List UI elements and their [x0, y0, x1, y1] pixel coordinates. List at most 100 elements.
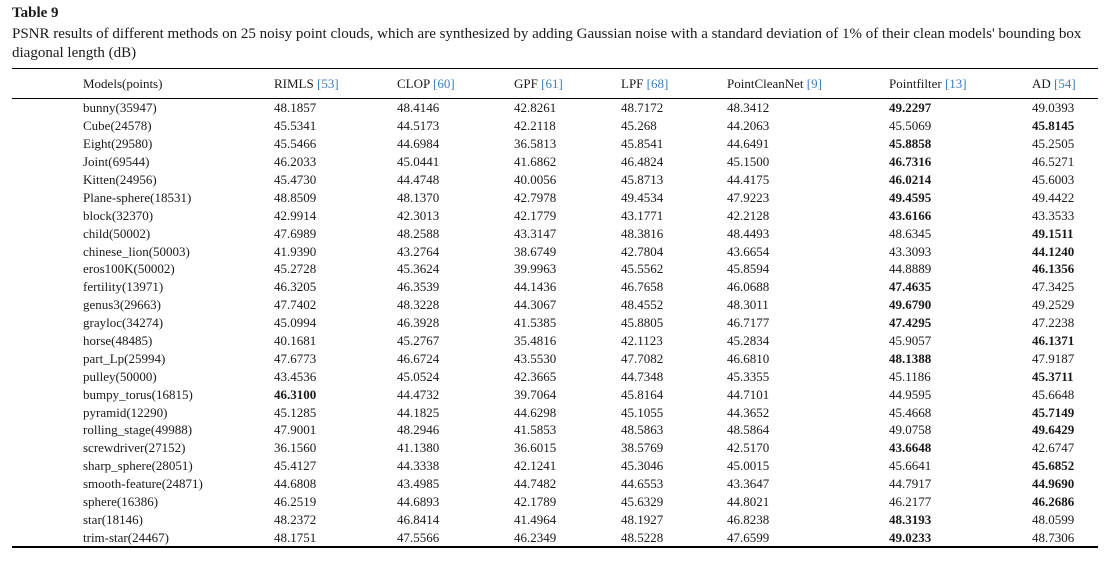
psnr-cell: 44.1825	[397, 404, 440, 420]
table-row: pyramid(12290) 45.1285 44.1825 44.6298 45.10…	[12, 403, 1098, 421]
indent-cell	[12, 332, 83, 350]
psnr-cell: 45.4668	[889, 404, 932, 420]
psnr-cell: 43.3647	[727, 476, 770, 492]
psnr-cell: 46.3928	[397, 315, 440, 331]
column-name: LPF	[621, 75, 647, 91]
model-name-cell: grayloc(34274)	[83, 315, 164, 331]
table-row: trim-star(24467) 48.1751 47.5566 46.2349 48.…	[12, 528, 1098, 549]
table-row: sharp_sphere(28051) 45.4127 44.3338 42.1241…	[12, 457, 1098, 475]
psnr-cell: 42.3013	[397, 207, 440, 223]
psnr-cell: 45.9057	[889, 333, 932, 349]
best-psnr-cell: 45.8858	[889, 136, 932, 152]
best-psnr-cell: 45.7149	[1032, 404, 1075, 420]
best-psnr-cell: 46.0214	[889, 172, 932, 187]
psnr-cell: 46.2033	[274, 154, 317, 170]
psnr-cell: 45.2767	[397, 333, 440, 349]
psnr-cell: 45.8805	[621, 315, 664, 331]
indent-cell	[12, 421, 83, 439]
psnr-cell: 48.4552	[621, 297, 664, 313]
table-label: Table 9	[12, 5, 59, 21]
psnr-results-table: Models(points) RIMLS [53] CLOP [60] GPF [61…	[12, 68, 1098, 549]
psnr-cell: 47.9223	[727, 189, 770, 205]
psnr-cell: 45.4730	[274, 172, 317, 187]
model-name-cell: bumpy_torus(16815)	[83, 386, 193, 402]
column-name: GPF	[514, 75, 542, 91]
psnr-cell: 48.1927	[621, 511, 664, 527]
citation-link[interactable]: [53]	[316, 75, 339, 91]
indent-cell	[12, 224, 83, 242]
header-row: Models(points) RIMLS [53] CLOP [60] GPF [61…	[12, 68, 1098, 99]
model-name-cell: star(18146)	[83, 511, 143, 527]
psnr-cell: 45.2728	[274, 261, 317, 277]
citation-link[interactable]: [68]	[646, 75, 669, 91]
psnr-cell: 45.6003	[1032, 172, 1075, 187]
best-psnr-cell: 46.2686	[1032, 494, 1075, 510]
best-psnr-cell: 43.6648	[889, 440, 932, 456]
psnr-cell: 47.5566	[397, 528, 514, 549]
table-row: bumpy_torus(16815) 46.3100 44.4732 39.7064 4…	[12, 385, 1098, 403]
table-row: sphere(16386) 46.2519 44.6893 42.1789 45.632…	[12, 493, 1098, 511]
psnr-cell: 49.4534	[621, 189, 664, 205]
psnr-cell: 40.0056	[514, 172, 557, 187]
column-header: GPF [61]	[514, 68, 621, 99]
psnr-cell: 38.6749	[514, 243, 557, 259]
best-psnr-cell: 44.1240	[1032, 243, 1075, 259]
best-psnr-cell: 49.0233	[889, 528, 1032, 549]
psnr-cell: 48.7306	[1032, 528, 1098, 549]
psnr-cell: 47.9187	[1032, 350, 1075, 366]
indent-cell	[12, 206, 83, 224]
column-header: LPF [68]	[621, 68, 727, 99]
citation-link[interactable]: [9]	[806, 75, 822, 91]
psnr-cell: 45.0015	[727, 458, 770, 474]
table-row: Cube(24578) 45.5341 44.5173 42.2118 45.268 44…	[12, 117, 1098, 135]
citation-link[interactable]: [61]	[541, 75, 563, 91]
model-name-cell: part_Lp(25994)	[83, 350, 166, 366]
psnr-cell: 44.7101	[727, 386, 770, 402]
psnr-cell: 43.4536	[274, 368, 317, 384]
citation-link[interactable]: [60]	[433, 75, 455, 91]
best-psnr-cell: 48.3193	[889, 511, 932, 527]
model-name-cell: screwdriver(27152)	[83, 440, 186, 456]
psnr-cell: 46.3539	[397, 279, 440, 295]
indent-cell	[12, 510, 83, 528]
citation-link[interactable]: [54]	[1054, 75, 1076, 91]
model-name-cell: genus3(29663)	[83, 297, 161, 313]
psnr-cell: 41.6862	[514, 154, 557, 170]
indent-cell	[12, 385, 83, 403]
citation-link[interactable]: [13]	[944, 75, 967, 91]
best-psnr-cell: 49.1511	[1032, 225, 1074, 241]
best-psnr-cell: 49.6790	[889, 297, 932, 313]
psnr-cell: 44.4175	[727, 172, 770, 187]
best-psnr-cell: 45.3711	[1032, 368, 1074, 384]
psnr-cell: 46.7658	[621, 279, 664, 295]
psnr-cell: 41.4964	[514, 511, 557, 527]
column-name: PointCleanNet	[727, 75, 807, 91]
model-name-cell: smooth-feature(24871)	[83, 476, 203, 492]
psnr-cell: 48.1751	[274, 528, 397, 549]
psnr-cell: 45.6329	[621, 494, 664, 510]
psnr-cell: 45.5562	[621, 261, 664, 277]
best-psnr-cell: 43.6166	[889, 207, 932, 223]
table-row: genus3(29663) 47.7402 48.3228 44.3067 48.455…	[12, 296, 1098, 314]
table-row: Joint(69544) 46.2033 45.0441 41.6862 46.4824…	[12, 153, 1098, 171]
psnr-cell: 41.1380	[397, 440, 440, 456]
psnr-cell: 46.2177	[889, 494, 932, 510]
psnr-cell: 38.5769	[621, 440, 664, 456]
psnr-cell: 45.8594	[727, 261, 770, 277]
psnr-cell: 36.6015	[514, 440, 557, 456]
psnr-cell: 43.6654	[727, 243, 770, 259]
psnr-cell: 41.9390	[274, 243, 317, 259]
table-row: Plane-sphere(18531) 48.8509 48.1370 42.7978…	[12, 188, 1098, 206]
table-row: pulley(50000) 43.4536 45.0524 42.3665 44.734…	[12, 367, 1098, 385]
psnr-cell: 42.1123	[621, 333, 663, 349]
psnr-cell: 42.3665	[514, 368, 557, 384]
psnr-cell: 49.2529	[1032, 297, 1075, 313]
best-psnr-cell: 48.1388	[889, 350, 932, 366]
psnr-cell: 48.5864	[727, 422, 770, 438]
psnr-cell: 43.5530	[514, 350, 557, 366]
table-row: bunny(35947) 48.1857 48.4146 42.8261 48.7172…	[12, 99, 1098, 117]
psnr-cell: 48.3816	[621, 225, 664, 241]
psnr-cell: 44.2063	[727, 118, 770, 134]
psnr-cell: 44.6893	[397, 494, 440, 510]
psnr-cell: 45.2505	[1032, 136, 1075, 152]
